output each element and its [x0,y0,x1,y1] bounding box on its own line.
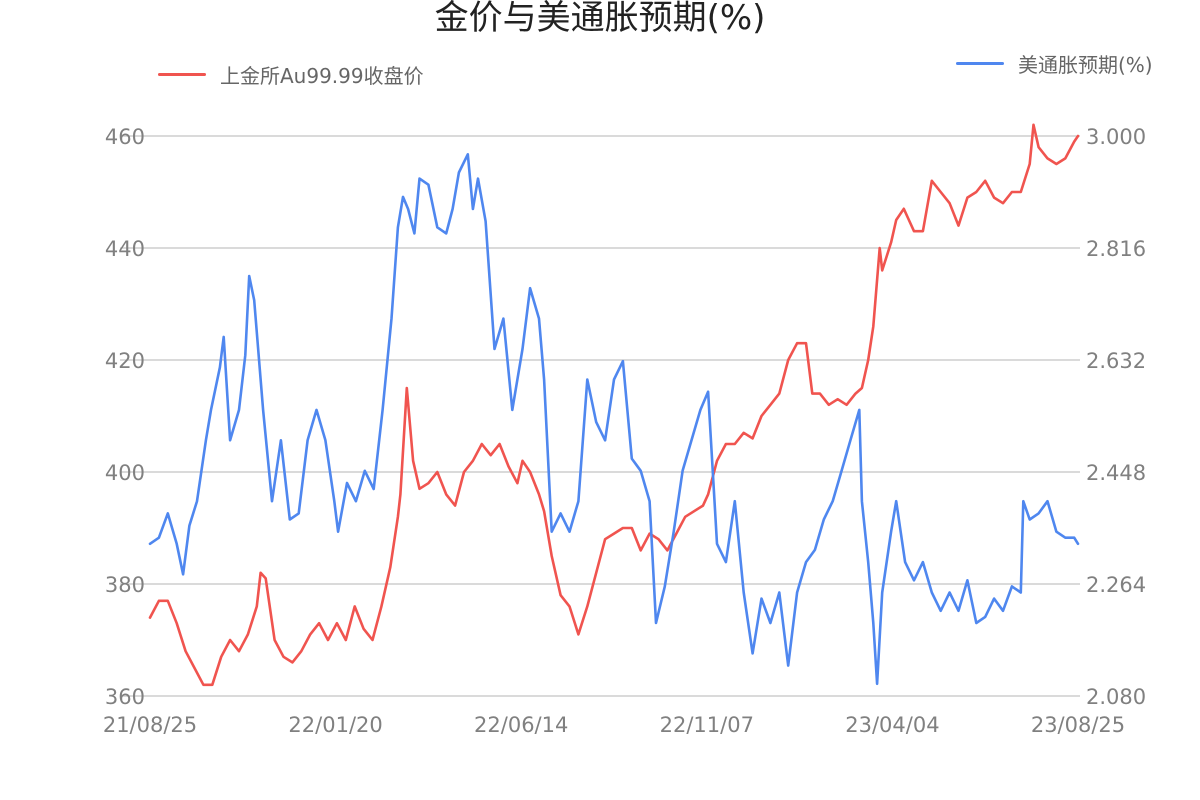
y-right-tick-label: 2.448 [1086,461,1146,485]
x-tick-label: 21/08/25 [103,713,197,737]
legend-swatch-inflation [956,62,1004,65]
y-right-tick-label: 2.080 [1086,685,1146,709]
y-right-tick-label: 3.000 [1086,125,1146,149]
x-tick-label: 22/06/14 [474,713,568,737]
x-tick-label: 22/11/07 [660,713,754,737]
y-right-tick-label: 2.264 [1086,573,1146,597]
gridlines [120,135,1080,697]
y-left-tick-label: 460 [105,125,145,149]
x-tick-label: 23/08/25 [1031,713,1125,737]
legend-item-inflation: 美通胀预期(%) [956,49,1153,78]
y-left-tick-label: 360 [105,685,145,709]
series-lines [148,123,1080,687]
chart-title: 金价与美通胀预期(%) [434,0,766,38]
y-right-tick-label: 2.632 [1086,349,1146,373]
legend-label-gold: 上金所Au99.99收盘价 [220,64,424,88]
legend-swatch-gold [158,73,206,76]
series-line-gold-price [148,123,1080,687]
x-tick-label: 23/04/04 [845,713,939,737]
y-left-tick-label: 400 [105,461,145,485]
legend-item-gold: 上金所Au99.99收盘价 [158,60,424,89]
series-line-inflation-expectation [148,153,1080,686]
y-left-tick-label: 440 [105,237,145,261]
axis-ticks: 360 2.080 380 2.264 400 2.448 420 2.632 440 2.816… [103,125,1146,737]
legend-label-inflation: 美通胀预期(%) [1018,53,1153,77]
y-right-tick-label: 2.816 [1086,237,1146,261]
y-left-tick-label: 380 [105,573,145,597]
x-tick-label: 22/01/20 [288,713,382,737]
y-left-tick-label: 420 [105,349,145,373]
